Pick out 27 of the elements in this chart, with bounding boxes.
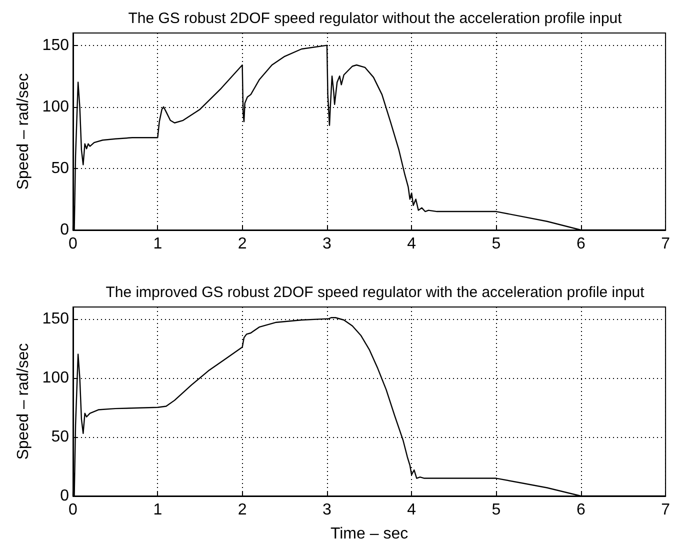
chart-title: The GS robust 2DOF speed regulator without the acceleration profile input	[128, 10, 623, 27]
x-tick-label: 7	[661, 236, 670, 252]
y-axis-title: Speed – rad/sec	[14, 73, 32, 190]
y-tick-label: 0	[60, 222, 70, 238]
x-tick-label: 3	[322, 502, 332, 518]
y-tick-label: 100	[42, 369, 70, 386]
x-tick-label: 4	[407, 502, 416, 518]
x-tick-label: 4	[407, 236, 416, 252]
x-tick-label: 3	[322, 236, 332, 252]
y-tick-label: 100	[42, 98, 70, 116]
x-tick-label: 5	[492, 502, 501, 518]
y-tick-label: 50	[51, 160, 70, 177]
x-axis-title: Time – sec	[330, 526, 408, 542]
y-tick-label: 150	[42, 310, 70, 328]
y-tick-label: 150	[42, 36, 70, 54]
x-tick-label: 2	[238, 236, 247, 252]
x-tick-label: 6	[576, 502, 586, 518]
y-tick-label: 50	[51, 428, 70, 446]
x-tick-label: 2	[238, 502, 247, 518]
y-axis-title: Speed – rad/sec	[14, 343, 32, 460]
y-tick-label: 0	[60, 488, 70, 504]
x-tick-label: 5	[492, 236, 501, 252]
x-tick-label: 6	[576, 236, 586, 252]
x-tick-label: 1	[153, 502, 162, 518]
chart-title: The improved GS robust 2DOF speed regulator with the acceleration profile input	[106, 284, 646, 301]
x-tick-label: 1	[153, 236, 162, 252]
x-tick-label: 7	[661, 502, 670, 518]
